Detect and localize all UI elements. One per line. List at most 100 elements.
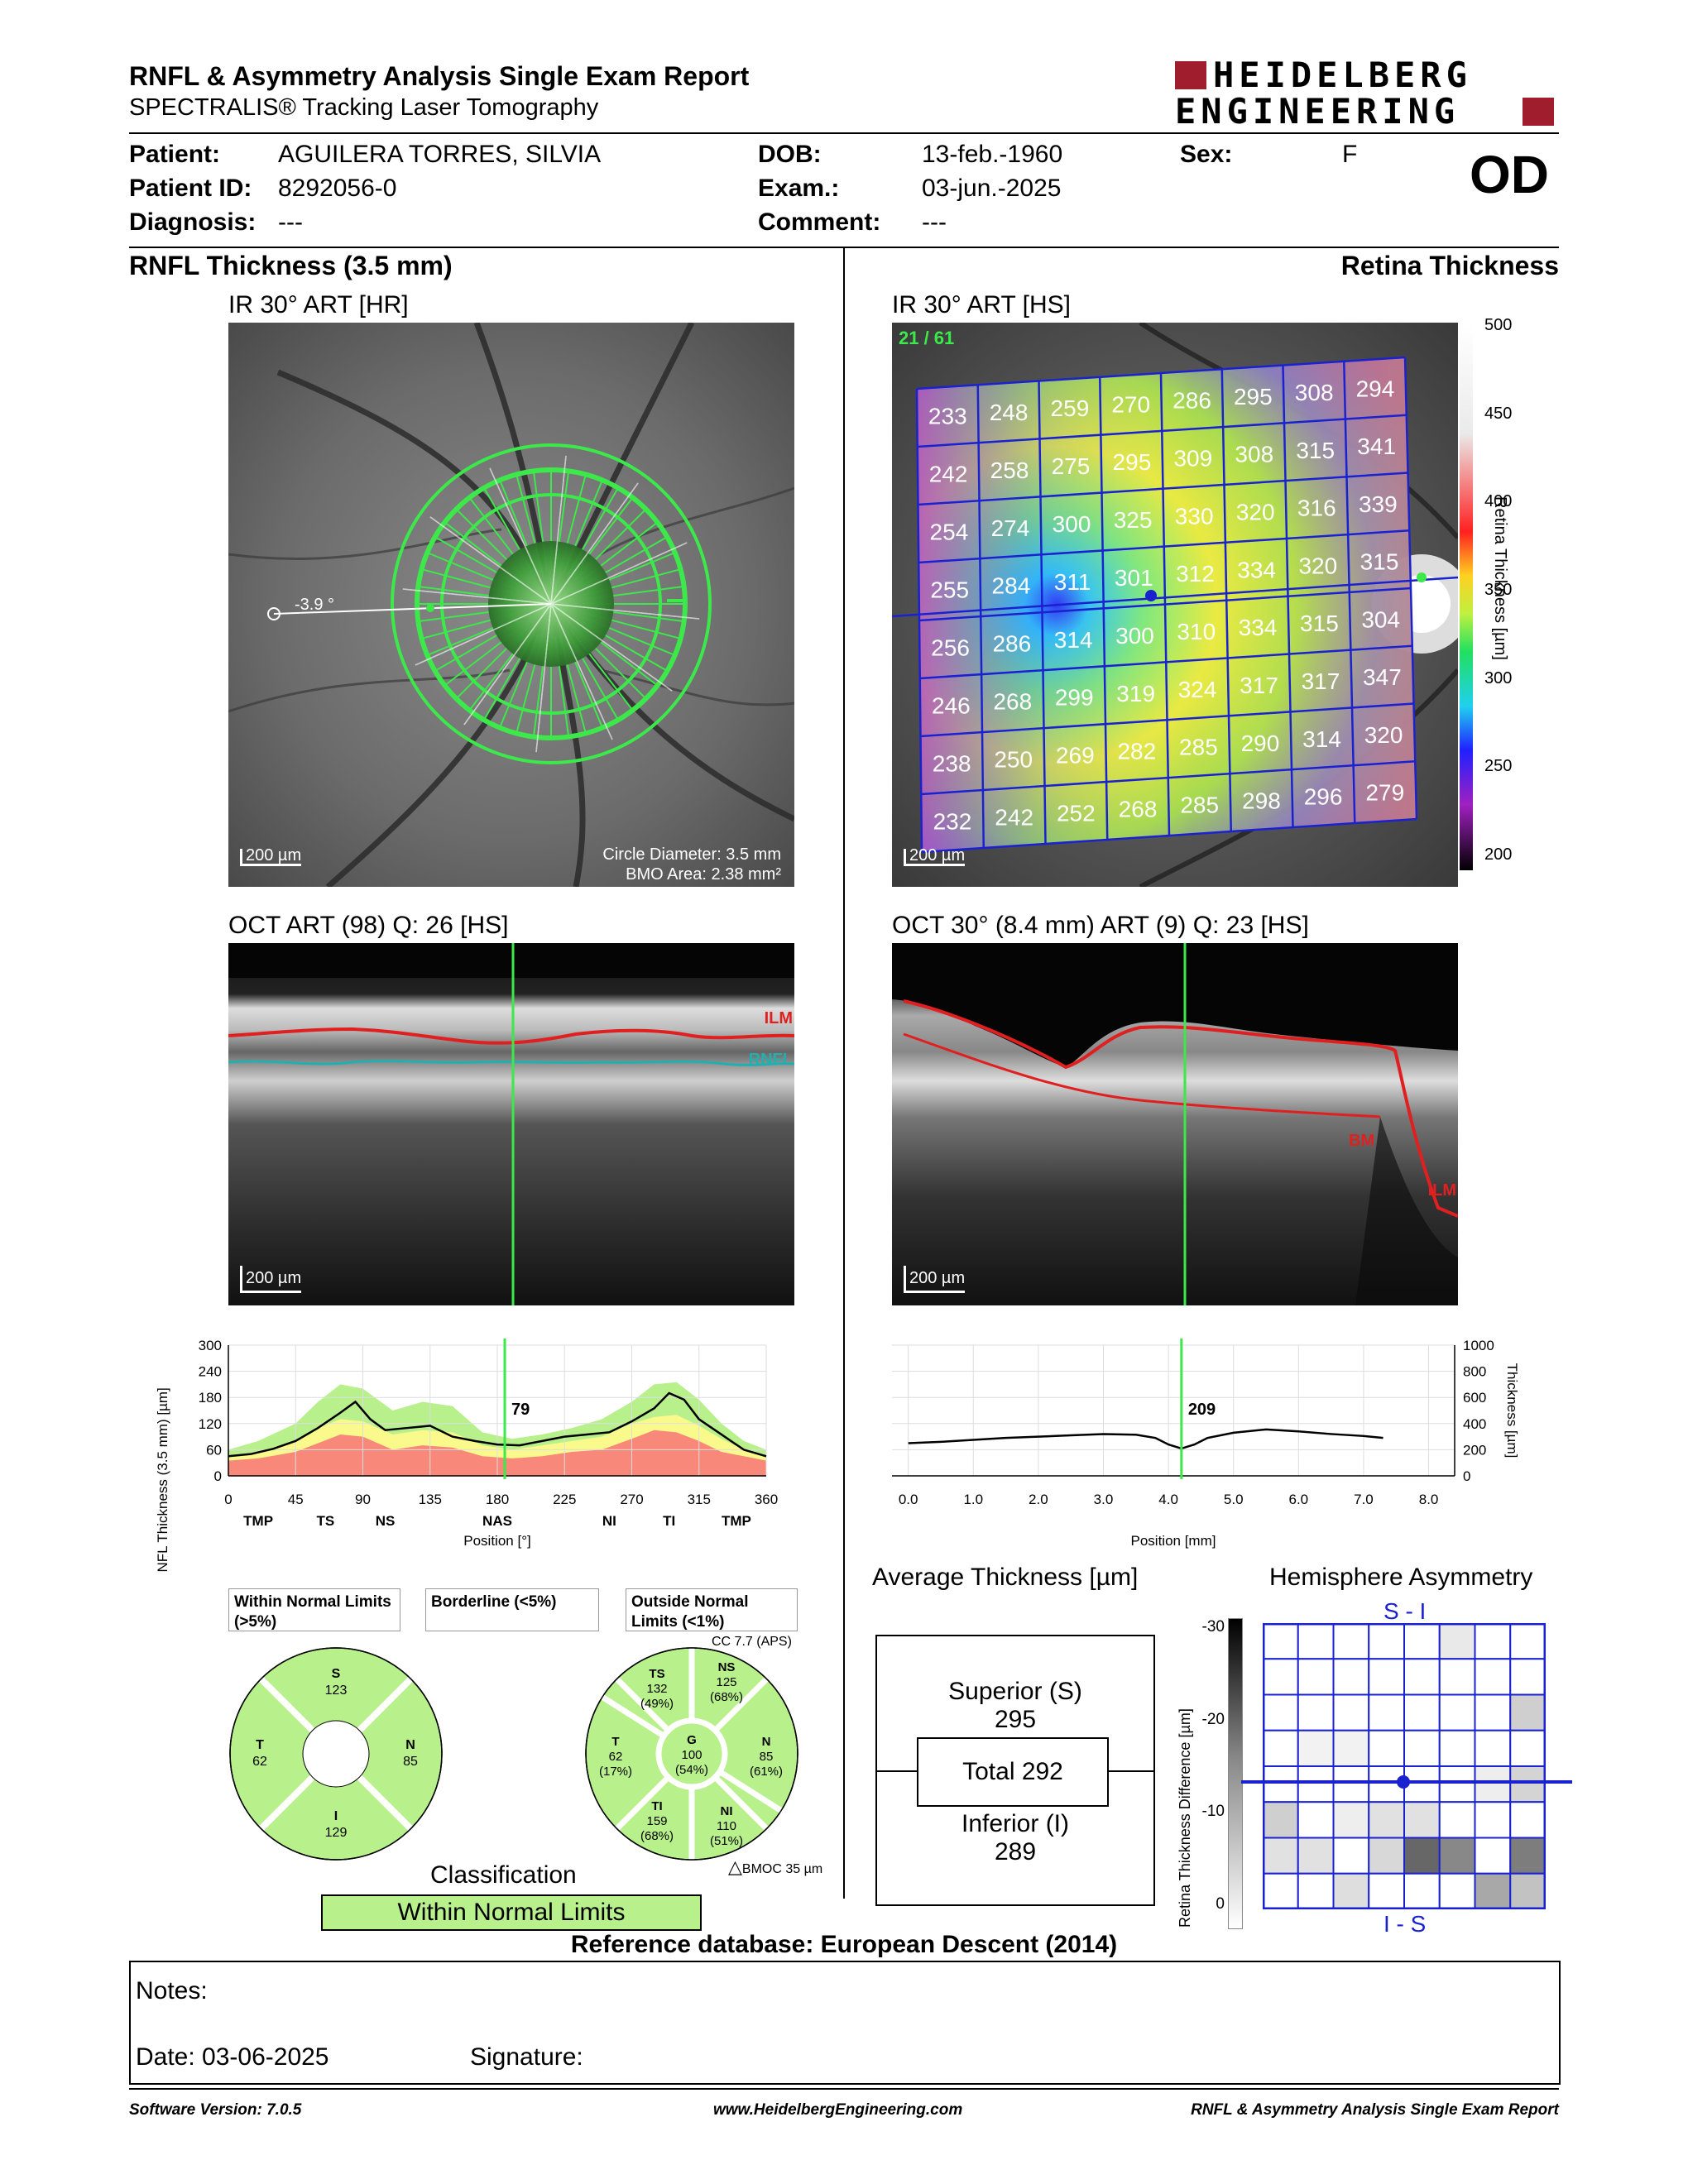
pie6-t-label: T (611, 1735, 619, 1749)
asym-cell-lower (1297, 1837, 1335, 1875)
pie6-ns-value: 125 (716, 1675, 736, 1689)
date-label: Date: 03-06-2025 (136, 2043, 329, 2071)
exam-value: 03-jun.-2025 (922, 175, 1062, 202)
asym-tick: -10 (1201, 1803, 1225, 1821)
ret-y-tick: 1000 (1463, 1338, 1494, 1353)
rnfl-y-tick: 60 (206, 1442, 222, 1458)
average-box: Superior (S) 295 Total 292 Inferior (I) … (875, 1635, 1155, 1906)
asym-cell-upper (1262, 1693, 1299, 1731)
retina-grid-value: 317 (1302, 668, 1340, 694)
oct-bscan-right[interactable]: BM ILM 200 µm (892, 943, 1458, 1305)
asym-cell-upper (1368, 1622, 1405, 1660)
signature-label: Signature: (470, 2043, 583, 2071)
asym-cell-lower (1438, 1872, 1476, 1910)
rnfl-x-label: Position [°] (463, 1533, 530, 1549)
ret-y-tick: 600 (1463, 1390, 1486, 1406)
retina-grid-value: 246 (932, 693, 971, 719)
asymmetry-title: Hemisphere Asymmetry (1269, 1564, 1533, 1591)
ret-y-tick: 400 (1463, 1416, 1486, 1432)
ret-x-tick: 3.0 (1094, 1492, 1114, 1507)
pie6-g-value: 100 (681, 1748, 702, 1762)
ret-x-tick: 8.0 (1419, 1492, 1439, 1507)
retina-grid-value: 317 (1240, 673, 1278, 698)
oct-bm-label: BM (1349, 1132, 1375, 1150)
pie4-n-label: N (405, 1738, 415, 1752)
rnfl-y-tick: 0 (214, 1468, 222, 1484)
report-subtitle: SPECTRALIS® Tracking Laser Tomography (129, 94, 599, 121)
rnfl-sector-label: TMP (243, 1513, 273, 1529)
ret-x-tick: 0.0 (899, 1492, 918, 1507)
retina-grid-value: 308 (1295, 380, 1334, 405)
ir-bmo-area: BMO Area: 2.38 mm² (626, 865, 781, 884)
retina-grid-value: 347 (1363, 664, 1402, 690)
retina-grid-value: 294 (1356, 376, 1395, 401)
asym-cell-lower (1262, 1801, 1299, 1839)
pie-cc-label: CC 7.7 (APS) (712, 1635, 792, 1649)
ir-angle-label: -3.9 ° (295, 596, 335, 614)
ir-fundus-svg (228, 323, 794, 887)
oct-bscan-left[interactable]: ILM RNFL 200 µm (228, 943, 794, 1305)
asym-cell-upper (1332, 1693, 1370, 1731)
retina-grid-value: 334 (1237, 557, 1276, 582)
asym-cell-lower (1332, 1872, 1370, 1910)
asym-cell-upper (1262, 1658, 1299, 1696)
asym-cell-upper (1403, 1622, 1441, 1660)
asym-cell-upper (1438, 1729, 1476, 1767)
diagnosis-value: --- (278, 208, 303, 236)
retina-grid-value: 300 (1053, 511, 1091, 537)
retina-grid-value: 285 (1180, 793, 1219, 818)
website-link[interactable]: www.HeidelbergEngineering.com (713, 2101, 963, 2119)
pie4-s-label: S (332, 1667, 341, 1681)
ret-y-tick: 200 (1463, 1442, 1486, 1458)
comment-value: --- (922, 208, 947, 236)
asym-cell-upper (1262, 1729, 1299, 1767)
asym-tick: -30 (1201, 1618, 1225, 1636)
bmoc-value: BMOC 35 µm (741, 1862, 823, 1876)
asym-cell-lower (1474, 1765, 1512, 1803)
pie4-t-label: T (256, 1738, 264, 1752)
superior-value: 295 (994, 1706, 1037, 1733)
rnfl-x-tick: 0 (224, 1492, 232, 1507)
asym-cell-lower (1297, 1872, 1335, 1910)
rnfl-x-tick: 90 (355, 1492, 371, 1507)
retina-grid-value: 316 (1297, 496, 1336, 521)
retina-count-label: 21 / 61 (899, 328, 955, 348)
retina-thickness-map[interactable]: 233 248 259 270 286 295 308 294 242 258 275 295 309 3… (892, 323, 1458, 887)
pie6-ts-value: 132 (646, 1682, 667, 1696)
ret-x-tick: 7.0 (1354, 1492, 1374, 1507)
pie6-ts-label: TS (649, 1667, 664, 1681)
ret-x-tick: 6.0 (1289, 1492, 1309, 1507)
colorbar-tick: 450 (1484, 404, 1513, 423)
retina-grid-value: 279 (1365, 780, 1404, 806)
diagnosis-label: Diagnosis: (129, 208, 257, 236)
rnfl-x-tick: 45 (288, 1492, 304, 1507)
rnfl-sector-label: NS (376, 1513, 396, 1529)
rnfl-x-tick: 180 (486, 1492, 509, 1507)
asym-cell-lower (1474, 1837, 1512, 1875)
notes-label: Notes: (136, 1977, 208, 2004)
retina-grid-value: 286 (1172, 388, 1211, 414)
retina-grid-value: 299 (1055, 685, 1094, 711)
colorbar-ticks: 500 450 400 350 300 250 200 (1476, 316, 1526, 870)
retina-grid-value: 314 (1302, 726, 1341, 752)
ret-y-tick: 0 (1463, 1468, 1470, 1484)
ret-cursor-label: 209 (1188, 1401, 1216, 1419)
asym-cell-upper (1474, 1658, 1512, 1696)
asym-colorbar (1228, 1618, 1243, 1929)
oct-ilm-label: ILM (764, 1009, 793, 1027)
retina-grid-value: 334 (1239, 615, 1278, 640)
colorbar-tick: 300 (1484, 668, 1513, 687)
notes-box[interactable]: Notes: Date: 03-06-2025 Signature: (129, 1961, 1561, 2085)
asymmetry-grid-svg (1262, 1622, 1547, 1910)
pie4-s-value: 123 (325, 1684, 348, 1698)
ir-fundus-image[interactable]: -3.9 ° 200 µm Circle Diameter: 3.5 mm BM… (228, 323, 794, 887)
rnfl-y-tick: 240 (199, 1364, 222, 1380)
asym-cell-lower (1438, 1801, 1476, 1839)
asym-cell-lower (1509, 1765, 1547, 1803)
asym-cell-upper (1474, 1693, 1512, 1731)
patient-id-label: Patient ID: (129, 175, 252, 202)
pie6-g-pct: (54%) (675, 1763, 708, 1777)
colorbar-tick: 200 (1484, 845, 1513, 864)
asym-cell-lower (1438, 1765, 1476, 1803)
patient-rule (129, 247, 1559, 248)
